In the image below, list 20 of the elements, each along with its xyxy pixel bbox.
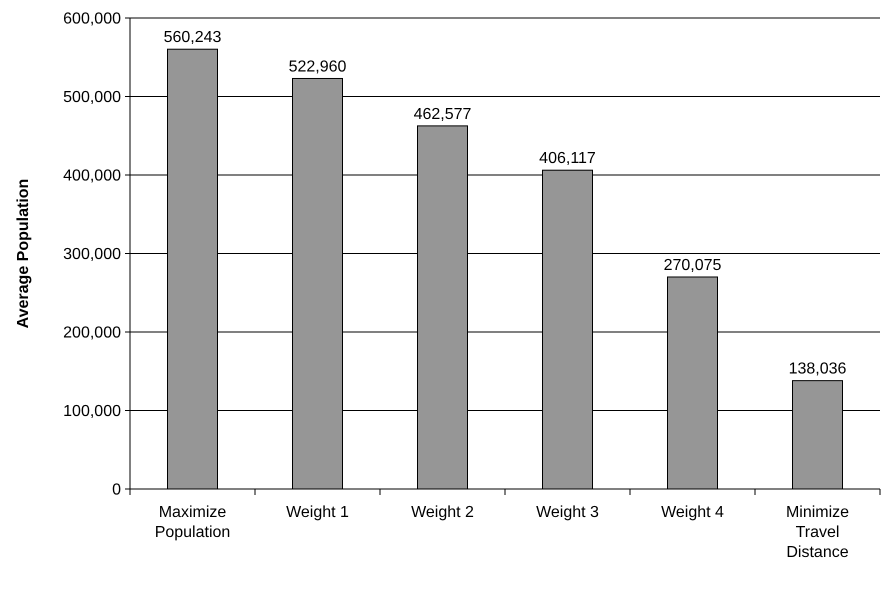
x-tick-label: Weight 3 [536,504,600,521]
x-tick-label: Minimize Travel Distance [786,504,850,561]
data-label: 138,036 [788,360,847,378]
y-tick-label: 500,000 [63,89,122,106]
y-tick-label: 0 [112,482,122,499]
y-axis-title: Average Population [15,178,32,328]
y-tick-label: 100,000 [63,403,122,420]
x-tick-label: Weight 1 [286,504,350,521]
y-tick-label: 200,000 [63,324,122,342]
x-tick-label: Weight 2 [411,504,474,521]
y-tick-label: 600,000 [63,10,122,28]
data-label: 522,960 [288,58,347,76]
x-tick-label: Weight 4 [661,504,724,521]
y-tick-label: 300,000 [63,246,122,264]
data-label: 406,117 [539,150,596,168]
y-tick-label: 400,000 [63,168,122,185]
x-tick-label: Maximize Population [154,504,230,541]
data-label: 560,243 [164,29,222,46]
data-label: 462,577 [414,106,472,123]
data-label: 270,075 [664,256,722,274]
